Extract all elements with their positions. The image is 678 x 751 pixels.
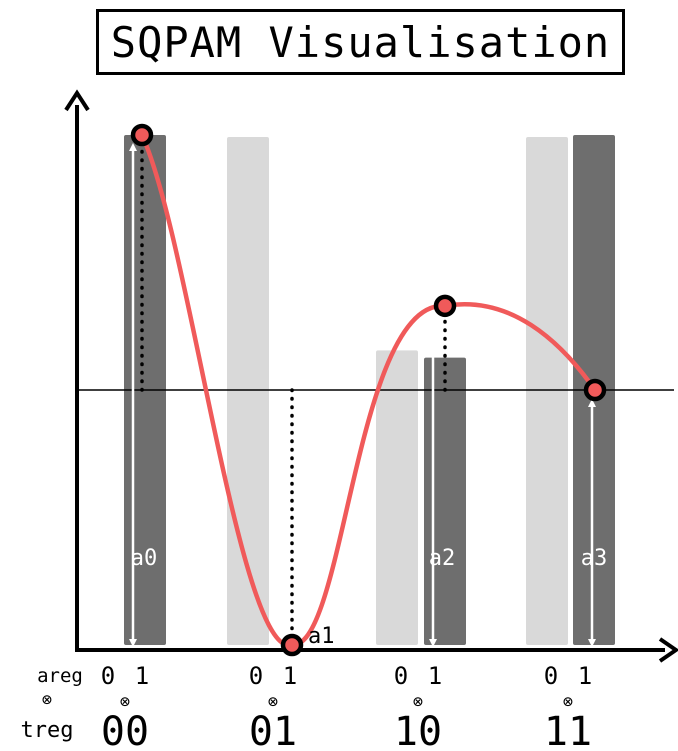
treg-label: treg (21, 718, 74, 743)
bit-0-10: 0 (394, 662, 408, 690)
x-axis-arrow-icon (658, 637, 678, 663)
axes-layer (64, 89, 678, 663)
sample-point-10 (433, 294, 457, 318)
dark-bar-10 (424, 357, 466, 645)
markers-layer (129, 133, 596, 647)
bit-1-01: 1 (283, 662, 297, 690)
light-bar-01 (227, 137, 269, 645)
bit-0-01: 0 (249, 662, 263, 690)
sample-point-00 (130, 123, 154, 147)
category-label-11: 11 (544, 709, 592, 751)
amplitude-label-a0: a0 (131, 546, 158, 571)
tensor-symbol-11: ⊗ (563, 692, 573, 712)
y-axis-arrow-icon (64, 89, 90, 112)
bit-1-00: 1 (135, 662, 149, 690)
bit-0-11: 0 (544, 662, 558, 690)
tensor-symbol-left: ⊗ (42, 690, 52, 710)
amplitude-label-a1: a1 (308, 624, 335, 649)
sample-point-11 (583, 378, 607, 402)
category-label-10: 10 (394, 709, 442, 751)
tensor-symbol-10: ⊗ (413, 692, 423, 712)
tensor-symbol-00: ⊗ (120, 692, 130, 712)
amplitude-label-a2: a2 (429, 546, 456, 571)
light-bar-10 (376, 350, 418, 645)
amplitude-label-a3: a3 (581, 546, 608, 571)
curve-layer (130, 123, 607, 657)
sample-point-01 (280, 633, 304, 657)
title-box: SQPAM Visualisation (96, 9, 625, 75)
category-label-01: 01 (249, 709, 297, 751)
bit-1-10: 1 (428, 662, 442, 690)
bit-1-11: 1 (578, 662, 592, 690)
bit-0-00: 0 (101, 662, 115, 690)
diagram-title: SQPAM Visualisation (110, 17, 611, 67)
sample-curve (139, 134, 597, 648)
areg-label: areg (37, 665, 83, 687)
tensor-symbol-01: ⊗ (268, 692, 278, 712)
category-label-00: 00 (101, 709, 149, 751)
light-bar-11 (526, 137, 568, 645)
